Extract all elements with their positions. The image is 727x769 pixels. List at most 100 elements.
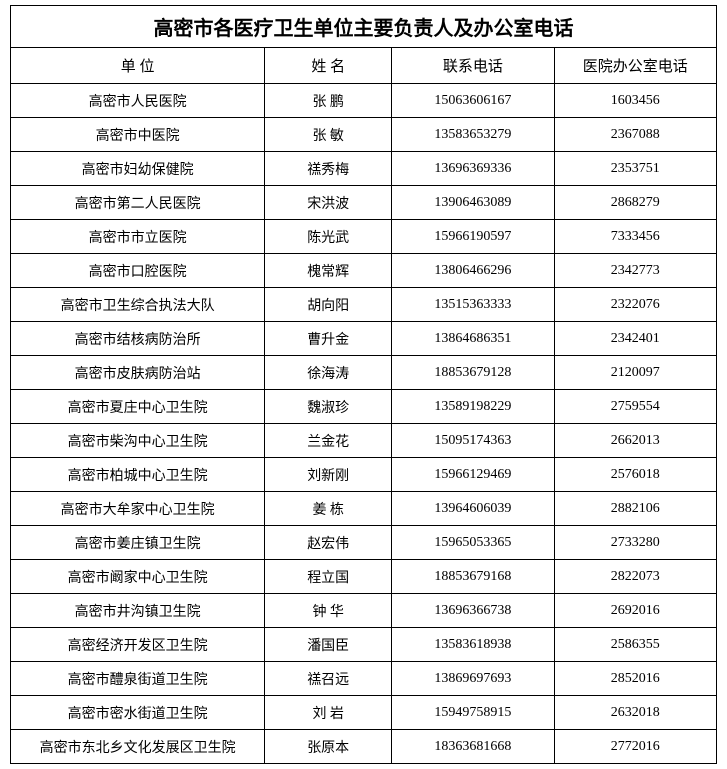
table-cell: 陈光武 [265,220,392,254]
table-row: 高密市密水街道卫生院刘 岩159497589152632018 [11,696,717,730]
table-cell: 15965053365 [392,526,554,560]
table-cell: 高密市密水街道卫生院 [11,696,265,730]
table-cell: 高密市柴沟中心卫生院 [11,424,265,458]
table-cell: 张 敏 [265,118,392,152]
table-cell: 18853679168 [392,560,554,594]
table-row: 高密市皮肤病防治站徐海涛188536791282120097 [11,356,717,390]
table-cell: 13583653279 [392,118,554,152]
table-cell: 2367088 [554,118,716,152]
table-cell: 高密经济开发区卫生院 [11,628,265,662]
table-row: 高密市卫生综合执法大队胡向阳135153633332322076 [11,288,717,322]
table-cell: 姜 栋 [265,492,392,526]
table-cell: 2632018 [554,696,716,730]
table-cell: 2733280 [554,526,716,560]
table-cell: 13869697693 [392,662,554,696]
table-cell: 潘国臣 [265,628,392,662]
table-cell: 程立国 [265,560,392,594]
table-cell: 高密市东北乡文化发展区卫生院 [11,730,265,764]
table-cell: 赵宏伟 [265,526,392,560]
table-row: 高密市市立医院陈光武159661905977333456 [11,220,717,254]
table-row: 高密市人民医院张 鹏150636061671603456 [11,84,717,118]
table-cell: 13515363333 [392,288,554,322]
table-cell: 高密市妇幼保健院 [11,152,265,186]
contacts-table: 高密市各医疗卫生单位主要负责人及办公室电话 单 位 姓 名 联系电话 医院办公室… [10,5,717,764]
table-row: 高密市阚家中心卫生院程立国188536791682822073 [11,560,717,594]
table-cell: 高密市人民医院 [11,84,265,118]
table-cell: 高密市市立医院 [11,220,265,254]
table-cell: 刘新刚 [265,458,392,492]
table-cell: 高密市中医院 [11,118,265,152]
table-row: 高密市夏庄中心卫生院魏淑珍135891982292759554 [11,390,717,424]
table-cell: 13696366738 [392,594,554,628]
table-cell: 2120097 [554,356,716,390]
table-row: 高密市井沟镇卫生院钟 华136963667382692016 [11,594,717,628]
table-row: 高密市妇幼保健院禚秀梅136963693362353751 [11,152,717,186]
table-cell: 高密市井沟镇卫生院 [11,594,265,628]
table-cell: 2576018 [554,458,716,492]
table-cell: 高密市醴泉街道卫生院 [11,662,265,696]
table-cell: 1603456 [554,84,716,118]
table-cell: 高密市阚家中心卫生院 [11,560,265,594]
table-row: 高密市第二人民医院宋洪波139064630892868279 [11,186,717,220]
table-cell: 15095174363 [392,424,554,458]
table-cell: 2772016 [554,730,716,764]
table-cell: 高密市皮肤病防治站 [11,356,265,390]
table-container: 高密市各医疗卫生单位主要负责人及办公室电话 单 位 姓 名 联系电话 医院办公室… [0,0,727,769]
table-cell: 2342773 [554,254,716,288]
table-cell: 徐海涛 [265,356,392,390]
table-cell: 2662013 [554,424,716,458]
table-cell: 15966190597 [392,220,554,254]
table-cell: 13964606039 [392,492,554,526]
table-cell: 15949758915 [392,696,554,730]
table-row: 高密市东北乡文化发展区卫生院张原本183636816682772016 [11,730,717,764]
table-row: 高密市姜庄镇卫生院赵宏伟159650533652733280 [11,526,717,560]
table-cell: 13864686351 [392,322,554,356]
table-cell: 胡向阳 [265,288,392,322]
table-cell: 高密市姜庄镇卫生院 [11,526,265,560]
table-cell: 高密市柏城中心卫生院 [11,458,265,492]
table-cell: 高密市大牟家中心卫生院 [11,492,265,526]
table-cell: 宋洪波 [265,186,392,220]
table-cell: 13906463089 [392,186,554,220]
table-cell: 禚召远 [265,662,392,696]
table-cell: 刘 岩 [265,696,392,730]
table-cell: 13806466296 [392,254,554,288]
table-cell: 2342401 [554,322,716,356]
table-cell: 兰金花 [265,424,392,458]
table-cell: 曹升金 [265,322,392,356]
table-cell: 2586355 [554,628,716,662]
table-row: 高密市柴沟中心卫生院兰金花150951743632662013 [11,424,717,458]
table-cell: 槐常辉 [265,254,392,288]
table-cell: 2759554 [554,390,716,424]
table-row: 高密市醴泉街道卫生院禚召远138696976932852016 [11,662,717,696]
col-header-name: 姓 名 [265,48,392,84]
table-cell: 高密市卫生综合执法大队 [11,288,265,322]
table-row: 高密经济开发区卫生院潘国臣135836189382586355 [11,628,717,662]
col-header-unit: 单 位 [11,48,265,84]
table-cell: 高密市夏庄中心卫生院 [11,390,265,424]
table-row: 高密市中医院张 敏135836532792367088 [11,118,717,152]
table-cell: 13583618938 [392,628,554,662]
table-cell: 18853679128 [392,356,554,390]
table-cell: 高密市第二人民医院 [11,186,265,220]
table-cell: 魏淑珍 [265,390,392,424]
table-cell: 2353751 [554,152,716,186]
table-cell: 2852016 [554,662,716,696]
table-row: 高密市柏城中心卫生院刘新刚159661294692576018 [11,458,717,492]
col-header-contact: 联系电话 [392,48,554,84]
col-header-office: 医院办公室电话 [554,48,716,84]
title-row: 高密市各医疗卫生单位主要负责人及办公室电话 [11,6,717,48]
table-cell: 13589198229 [392,390,554,424]
table-cell: 2692016 [554,594,716,628]
table-row: 高密市结核病防治所曹升金138646863512342401 [11,322,717,356]
table-cell: 15063606167 [392,84,554,118]
table-cell: 张 鹏 [265,84,392,118]
table-cell: 2868279 [554,186,716,220]
table-cell: 7333456 [554,220,716,254]
table-title: 高密市各医疗卫生单位主要负责人及办公室电话 [11,6,717,48]
table-cell: 禚秀梅 [265,152,392,186]
table-cell: 张原本 [265,730,392,764]
table-cell: 15966129469 [392,458,554,492]
table-cell: 钟 华 [265,594,392,628]
table-cell: 2822073 [554,560,716,594]
